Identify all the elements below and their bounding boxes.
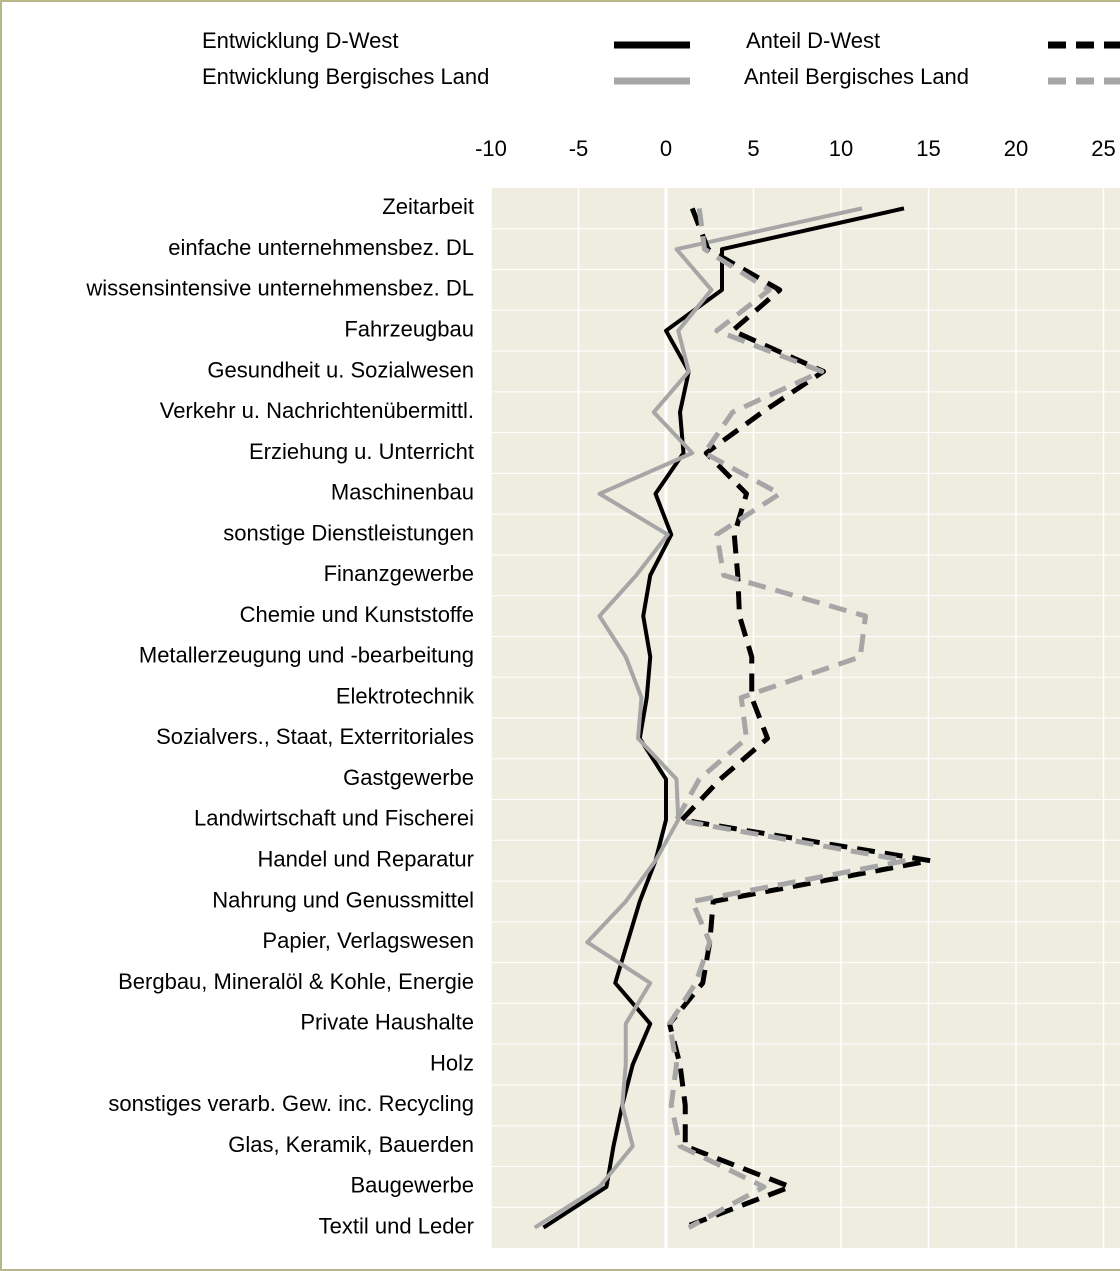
y-tick-label: Metallerzeugung und -bearbeitung [139, 643, 474, 668]
y-tick-label: Nahrung und Genussmittel [212, 887, 474, 912]
y-tick-label: Bergbau, Mineralöl & Kohle, Energie [118, 969, 474, 994]
y-tick-label: Landwirtschaft und Fischerei [194, 806, 474, 831]
legend-label: Entwicklung Bergisches Land [202, 64, 489, 89]
x-tick-label: 0 [660, 136, 672, 161]
x-tick-label: 25 [1091, 136, 1115, 161]
y-tick-label: sonstiges verarb. Gew. inc. Recycling [108, 1091, 474, 1116]
y-tick-label: Gastgewerbe [343, 765, 474, 790]
y-tick-label: Baugewerbe [350, 1173, 474, 1198]
y-tick-label: Sozialvers., Staat, Exterritoriales [156, 724, 474, 749]
y-tick-label: einfache unternehmensbez. DL [168, 235, 474, 260]
x-tick-label: 15 [916, 136, 940, 161]
x-tick-label: -5 [569, 136, 589, 161]
legend-label: Anteil D-West [746, 28, 880, 53]
y-tick-label: Papier, Verlagswesen [262, 928, 474, 953]
y-tick-label: Verkehr u. Nachrichtenübermittl. [160, 398, 474, 423]
y-tick-label: Elektrotechnik [336, 683, 475, 708]
y-tick-label: Handel und Reparatur [258, 847, 474, 872]
y-tick-label: sonstige Dienstleistungen [223, 520, 474, 545]
y-tick-label: Holz [430, 1050, 474, 1075]
x-tick-label: 20 [1004, 136, 1028, 161]
series-line [667, 207, 933, 1230]
series-line [533, 206, 863, 1230]
y-tick-label: Glas, Keramik, Bauerden [228, 1132, 474, 1157]
y-tick-label: Zeitarbeit [382, 194, 474, 219]
y-tick-label: Erziehung u. Unterricht [249, 439, 474, 464]
series-line [667, 208, 909, 1230]
y-tick-label: wissensintensive unternehmensbez. DL [85, 276, 474, 301]
y-tick-label: Chemie und Kunststoffe [240, 602, 474, 627]
series-line [542, 206, 905, 1230]
x-tick-label: -10 [475, 136, 507, 161]
x-tick-label: 10 [829, 136, 853, 161]
y-tick-label: Textil und Leder [319, 1213, 474, 1238]
y-tick-label: Gesundheit u. Sozialwesen [207, 357, 474, 382]
y-tick-label: Private Haushalte [300, 1010, 474, 1035]
y-tick-label: Fahrzeugbau [344, 317, 474, 342]
y-tick-label: Finanzgewerbe [324, 561, 474, 586]
y-tick-label: Maschinenbau [331, 480, 474, 505]
x-tick-label: 5 [747, 136, 759, 161]
legend-label: Entwicklung D-West [202, 28, 398, 53]
legend-label: Anteil Bergisches Land [744, 64, 969, 89]
